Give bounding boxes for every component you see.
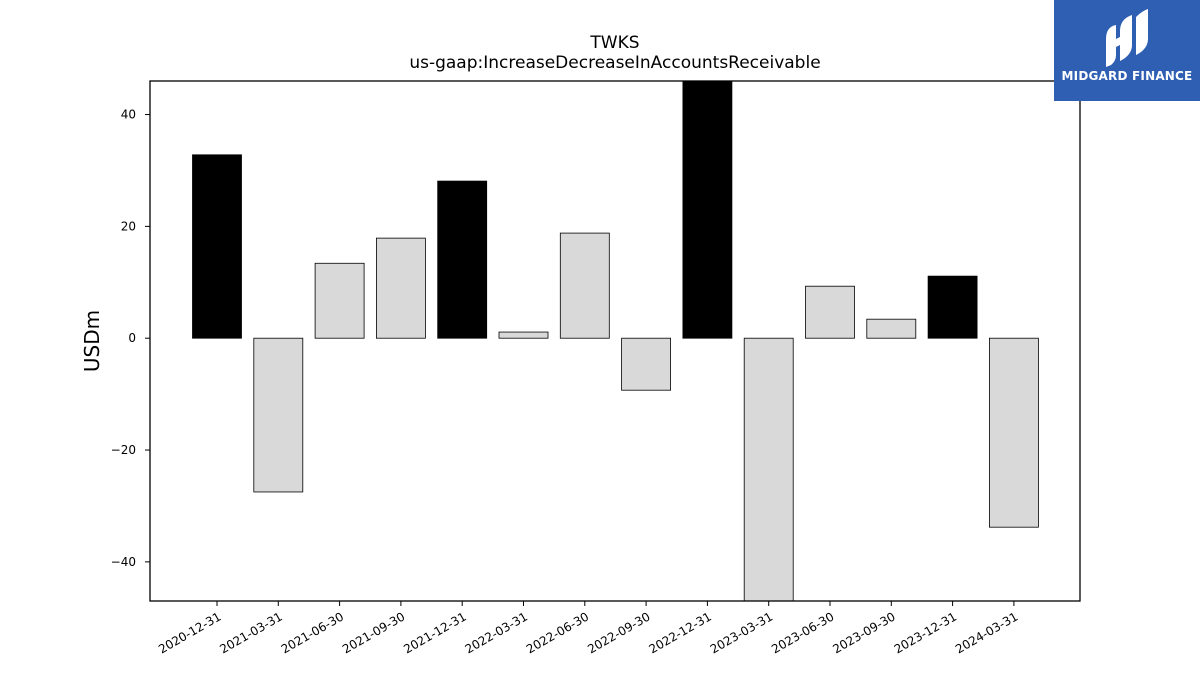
y-axis-label: USDm — [80, 310, 104, 372]
x-tick-label: 2020-12-31 — [156, 609, 223, 656]
bar-2024-03-31 — [989, 337, 1039, 528]
bar-2022-09-30 — [621, 337, 671, 391]
midgard-m-logo-icon — [1106, 9, 1148, 67]
bar-2021-03-31 — [253, 337, 304, 493]
x-tick-label: 2022-09-30 — [585, 609, 652, 656]
x-tick-label: 2021-12-31 — [401, 609, 468, 656]
x-tick-label: 2021-03-31 — [217, 609, 284, 656]
x-tick-label: 2023-12-31 — [892, 609, 959, 656]
x-tick-label: 2022-12-31 — [646, 609, 713, 656]
x-tick-label: 2021-06-30 — [279, 609, 346, 656]
bar-2023-09-30 — [866, 318, 917, 339]
bar-2023-12-31 — [927, 275, 978, 339]
y-tick-label: 0 — [128, 331, 136, 345]
x-tick-label: 2023-03-31 — [708, 609, 775, 656]
x-tick-label: 2023-09-30 — [830, 609, 897, 656]
x-tick-label: 2022-06-30 — [524, 609, 591, 656]
bar-2022-12-31 — [682, 80, 733, 339]
y-tick-label: −40 — [111, 555, 136, 569]
x-tick-label: 2023-06-30 — [769, 609, 836, 656]
bar-2021-12-31 — [437, 180, 488, 339]
bar-2020-12-31 — [192, 154, 242, 339]
x-tick-label: 2022-03-31 — [463, 609, 530, 656]
y-tick-label: −20 — [111, 443, 136, 457]
bars-layer — [192, 80, 1039, 602]
bar-2023-06-30 — [805, 285, 855, 339]
y-tick-label: 20 — [121, 219, 136, 233]
ticks-layer: 2020-12-312021-03-312021-06-302021-09-30… — [111, 108, 1021, 657]
y-tick-label: 40 — [121, 108, 136, 122]
bar-2021-06-30 — [314, 262, 365, 339]
chart-subtitle: us-gaap:IncreaseDecreaseInAccountsReceiv… — [409, 53, 820, 73]
x-tick-label: 2024-03-31 — [953, 609, 1020, 656]
logo-text: MIDGARD FINANCE — [1061, 69, 1193, 83]
chart-title: TWKS — [589, 33, 639, 53]
brand-logo: MIDGARD FINANCE — [1054, 0, 1200, 101]
bar-2023-03-31 — [743, 337, 794, 602]
plot-frame — [149, 80, 1081, 602]
x-tick-label: 2021-09-30 — [340, 609, 407, 656]
bar-2021-09-30 — [375, 237, 426, 339]
bar-2022-06-30 — [559, 232, 610, 339]
bar-2022-03-31 — [498, 331, 549, 339]
